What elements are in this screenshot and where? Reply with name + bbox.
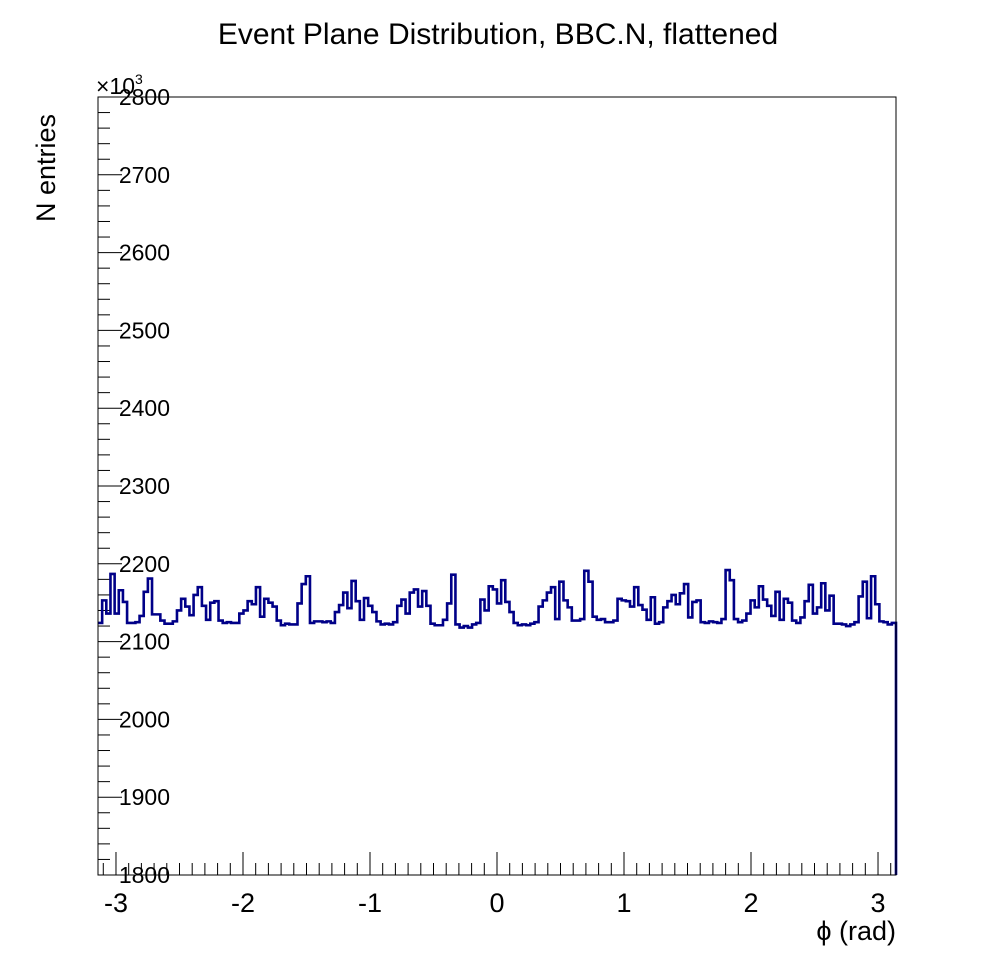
x-tick-label: -2 [231, 888, 255, 918]
y-scale-factor: ×103 [96, 71, 143, 99]
y-axis-title: N entries [31, 114, 61, 222]
y-tick-label: 2200 [119, 551, 170, 577]
plot-frame [97, 96, 897, 876]
x-tick-label: 3 [871, 888, 886, 918]
y-tick-label: 2100 [119, 629, 170, 655]
x-tick-label: -1 [358, 888, 382, 918]
chart-title: Event Plane Distribution, BBC.N, flatten… [218, 18, 778, 51]
histogram-line [98, 568, 898, 875]
x-tick-label: 1 [616, 888, 631, 918]
x-tick-label: 2 [743, 888, 758, 918]
x-tick-label: 0 [489, 888, 504, 918]
y-tick-label: 2600 [119, 240, 170, 266]
x-tick-label: -3 [104, 888, 128, 918]
y-axis: 1800190020002100220023002400250026002700… [98, 84, 170, 888]
y-tick-label: 2300 [119, 473, 170, 499]
y-tick-label: 2700 [119, 162, 170, 188]
x-axis-title: ϕ (rad) [816, 916, 896, 946]
y-tick-label: 2000 [119, 706, 170, 732]
x-axis: -3 -2 -1 0 1 2 3 [102, 852, 892, 918]
y-tick-label: 2400 [119, 395, 170, 421]
y-tick-label: 1900 [119, 784, 170, 810]
y-tick-label: 2500 [119, 317, 170, 343]
